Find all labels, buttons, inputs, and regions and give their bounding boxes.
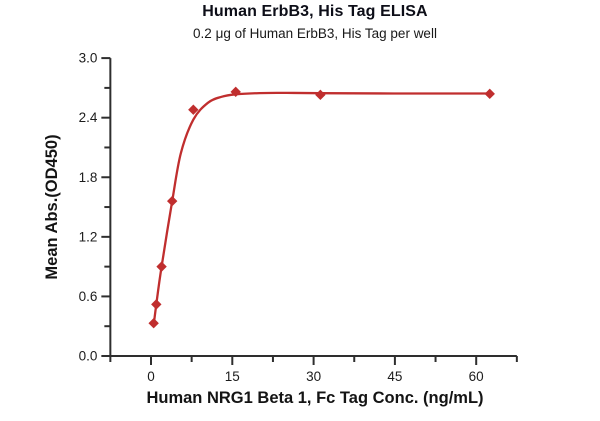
x-tick-label: 15	[225, 369, 240, 384]
y-tick-label: 2.4	[79, 110, 98, 125]
data-point-marker	[484, 88, 495, 100]
fit-curve	[152, 91, 491, 327]
data-point-marker	[156, 261, 167, 272]
fit-curve-path	[152, 91, 491, 327]
data-point-marker	[188, 104, 199, 115]
data-point-marker	[166, 195, 178, 207]
x-tick-label: 60	[469, 369, 484, 384]
data-points	[148, 86, 495, 329]
x-axis-title: Human NRG1 Beta 1, Fc Tag Conc. (ng/mL)	[146, 389, 484, 407]
x-tick-label: 30	[306, 369, 321, 384]
chart-title: Human ErbB3, His Tag ELISA	[202, 3, 428, 20]
y-tick-label: 0.0	[79, 349, 98, 364]
chart-subtitle: 0.2 μg of Human ErbB3, His Tag per well	[193, 26, 437, 41]
y-tick-label: 3.0	[79, 51, 98, 66]
tick-labels: 0 15 30 45 60 0.0 0.6 1.2 1.8 2.4 3.0	[79, 51, 484, 384]
data-point-marker	[315, 89, 326, 101]
y-tick-label: 0.6	[79, 289, 98, 304]
x-tick-label: 45	[387, 369, 402, 384]
x-tick-label: 0	[147, 369, 155, 384]
data-point-marker	[148, 318, 159, 329]
y-axis-title: Mean Abs.(OD450)	[43, 134, 61, 280]
data-point-marker	[151, 299, 162, 310]
axis-ticks	[101, 57, 518, 365]
y-tick-label: 1.2	[79, 229, 98, 244]
y-tick-label: 1.8	[79, 170, 98, 185]
data-point-marker	[230, 86, 241, 98]
